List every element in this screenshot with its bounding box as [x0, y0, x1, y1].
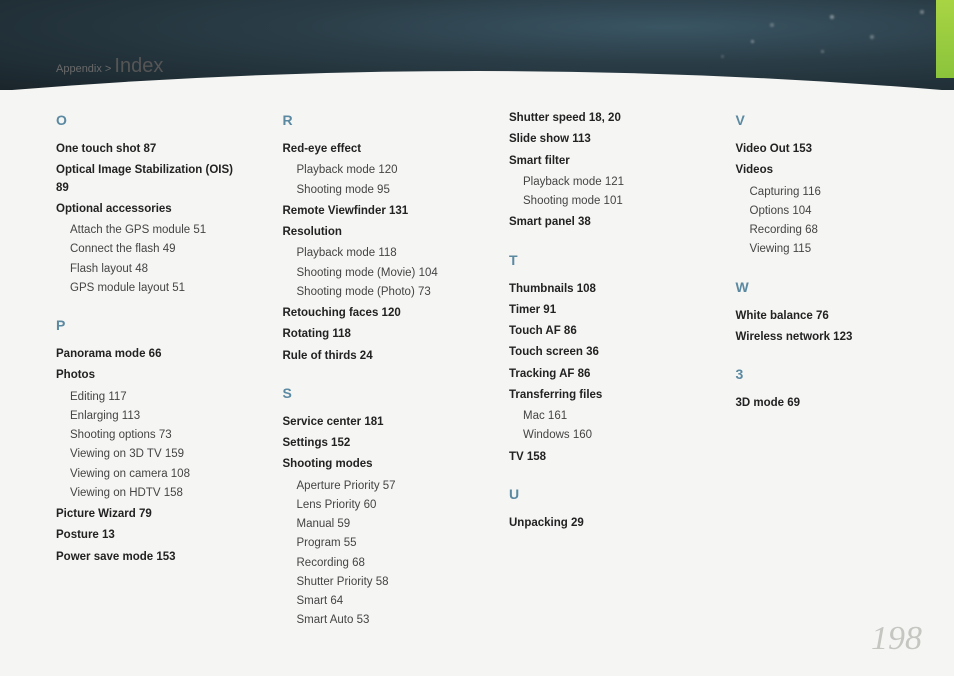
index-entry: Retouching faces 120 [283, 305, 462, 322]
section-letter-u: U [509, 484, 688, 505]
index-entry: Slide show 113 [509, 131, 688, 148]
index-subentry: Playback mode 118 [297, 245, 462, 262]
index-subentry: Recording 68 [750, 222, 915, 239]
index-subentry: Enlarging 113 [70, 408, 235, 425]
index-subentry: Shooting options 73 [70, 427, 235, 444]
index-subentry: Editing 117 [70, 389, 235, 406]
index-subentry: Smart Auto 53 [297, 612, 462, 629]
section-letter-t: T [509, 250, 688, 271]
index-subentry: Options 104 [750, 203, 915, 220]
index-subentry: Recording 68 [297, 555, 462, 572]
section-letter-w: W [736, 277, 915, 298]
index-subentry: Lens Priority 60 [297, 497, 462, 514]
index-entry: Optical Image Stabilization (OIS) 89 [56, 162, 235, 197]
section-letter-o: O [56, 110, 235, 131]
section-letter-v: V [736, 110, 915, 131]
page-number: 198 [871, 620, 922, 658]
index-subentry: Playback mode 121 [523, 174, 688, 191]
index-subentry: Aperture Priority 57 [297, 478, 462, 495]
index-subentry: Smart 64 [297, 593, 462, 610]
page-title: Index [114, 55, 163, 77]
index-content: O One touch shot 87 Optical Image Stabil… [56, 110, 914, 636]
index-entry: Settings 152 [283, 435, 462, 452]
index-subentry: Manual 59 [297, 516, 462, 533]
index-subentry: Viewing on 3D TV 159 [70, 446, 235, 463]
index-entry: Smart panel 38 [509, 214, 688, 231]
index-entry: Resolution [283, 224, 462, 241]
breadcrumb: Appendix > Index [56, 55, 163, 78]
index-entry: Optional accessories [56, 201, 235, 218]
index-entry: Posture 13 [56, 527, 235, 544]
index-subentry: Connect the flash 49 [70, 241, 235, 258]
section-letter-p: P [56, 315, 235, 336]
index-entry: Panorama mode 66 [56, 346, 235, 363]
column-2: R Red-eye effect Playback mode 120 Shoot… [283, 110, 462, 636]
index-entry: One touch shot 87 [56, 141, 235, 158]
column-1: O One touch shot 87 Optical Image Stabil… [56, 110, 235, 636]
index-entry: Unpacking 29 [509, 515, 688, 532]
column-3: Shutter speed 18, 20 Slide show 113 Smar… [509, 110, 688, 636]
index-subentry: Windows 160 [523, 427, 688, 444]
index-entry: Service center 181 [283, 414, 462, 431]
index-subentry: Capturing 116 [750, 184, 915, 201]
index-entry: Timer 91 [509, 302, 688, 319]
index-entry: Photos [56, 367, 235, 384]
index-entry: 3D mode 69 [736, 395, 915, 412]
index-entry: Videos [736, 162, 915, 179]
index-subentry: Viewing on camera 108 [70, 466, 235, 483]
breadcrumb-prefix: Appendix > [56, 63, 111, 75]
index-subentry: GPS module layout 51 [70, 280, 235, 297]
index-entry: Touch AF 86 [509, 323, 688, 340]
index-entry: White balance 76 [736, 308, 915, 325]
index-entry: TV 158 [509, 449, 688, 466]
index-entry: Red-eye effect [283, 141, 462, 158]
index-entry: Shooting modes [283, 456, 462, 473]
column-4: V Video Out 153 Videos Capturing 116 Opt… [736, 110, 915, 636]
index-entry: Transferring files [509, 387, 688, 404]
index-subentry: Shooting mode 101 [523, 193, 688, 210]
index-subentry: Playback mode 120 [297, 162, 462, 179]
index-subentry: Attach the GPS module 51 [70, 222, 235, 239]
index-subentry: Shooting mode (Photo) 73 [297, 284, 462, 301]
section-tab [936, 0, 954, 78]
index-entry: Thumbnails 108 [509, 281, 688, 298]
index-entry: Rule of thirds 24 [283, 348, 462, 365]
index-entry: Tracking AF 86 [509, 366, 688, 383]
index-entry: Remote Viewfinder 131 [283, 203, 462, 220]
index-subentry: Shooting mode (Movie) 104 [297, 265, 462, 282]
index-entry: Rotating 118 [283, 326, 462, 343]
index-entry: Shutter speed 18, 20 [509, 110, 688, 127]
index-entry: Video Out 153 [736, 141, 915, 158]
index-entry: Picture Wizard 79 [56, 506, 235, 523]
index-subentry: Shutter Priority 58 [297, 574, 462, 591]
index-subentry: Viewing 115 [750, 241, 915, 258]
section-letter-3: 3 [736, 364, 915, 385]
index-entry: Power save mode 153 [56, 549, 235, 566]
index-subentry: Program 55 [297, 535, 462, 552]
index-subentry: Viewing on HDTV 158 [70, 485, 235, 502]
section-letter-s: S [283, 383, 462, 404]
index-subentry: Flash layout 48 [70, 261, 235, 278]
section-letter-r: R [283, 110, 462, 131]
index-entry: Touch screen 36 [509, 344, 688, 361]
index-entry: Wireless network 123 [736, 329, 915, 346]
index-entry: Smart filter [509, 153, 688, 170]
index-subentry: Mac 161 [523, 408, 688, 425]
index-subentry: Shooting mode 95 [297, 182, 462, 199]
